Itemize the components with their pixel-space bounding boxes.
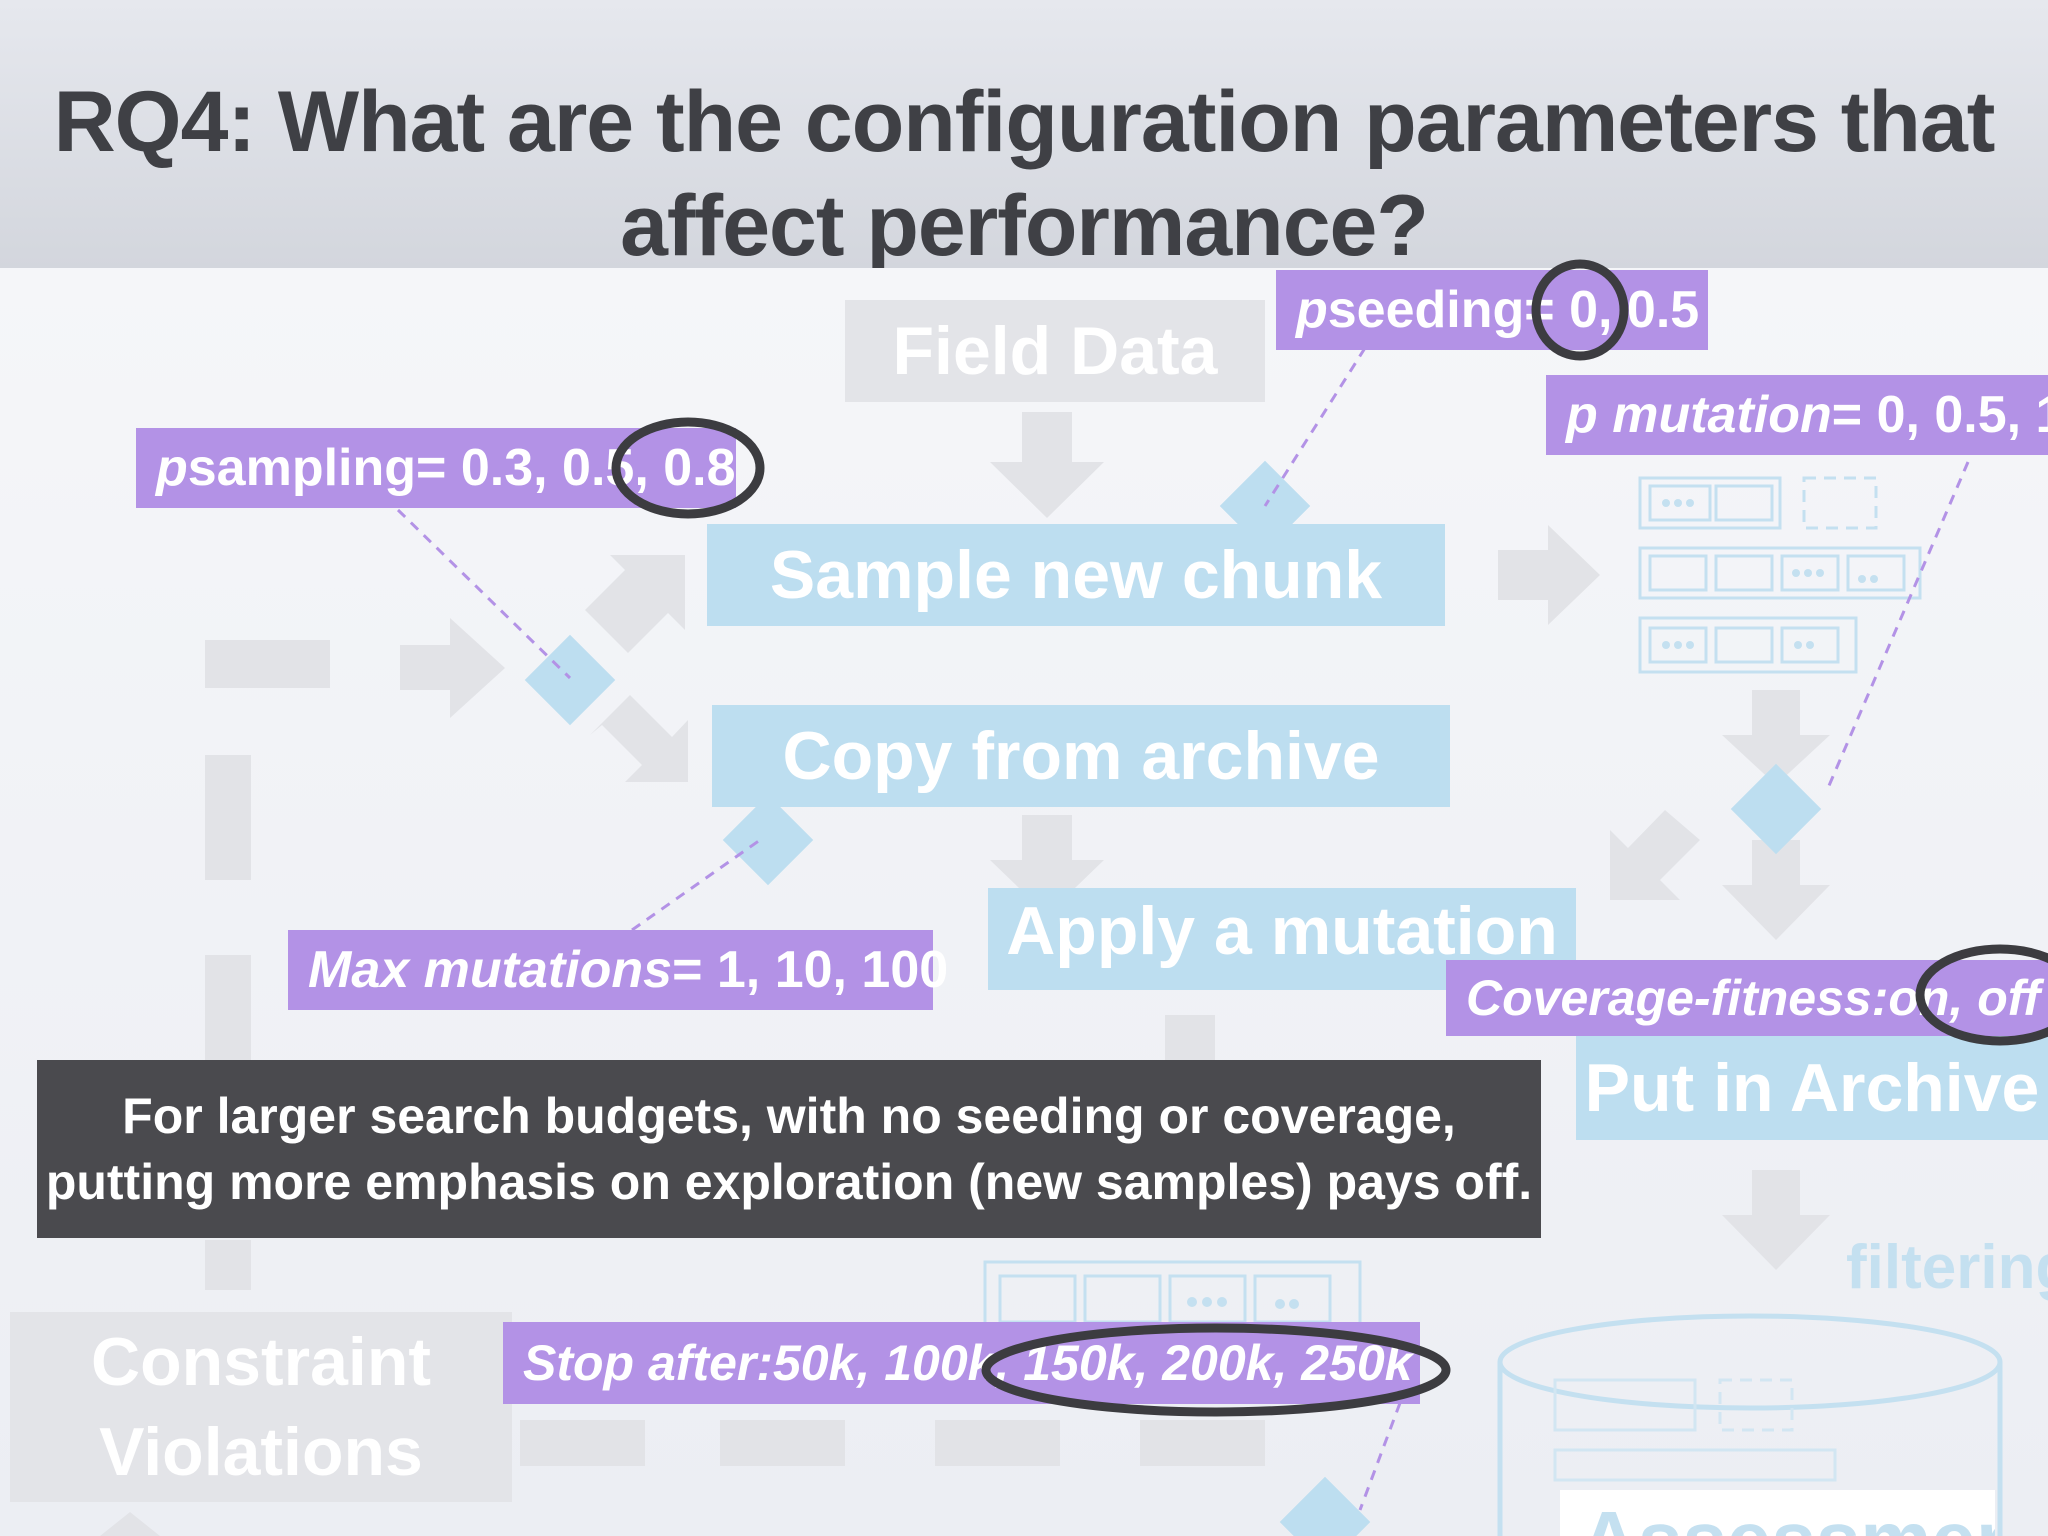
stop-after-param-name: Stop after: xyxy=(523,1335,773,1391)
constraint-violations-box: Constraint Violations xyxy=(10,1312,512,1502)
arrow-down xyxy=(990,815,1104,915)
sample-new-chunk-box: Sample new chunk xyxy=(707,524,1445,626)
put-in-archive-label: Put in Archive xyxy=(1584,1050,2040,1126)
max-mutations-param-name: Max mutations xyxy=(308,941,673,999)
field-data-box: Field Data xyxy=(845,300,1265,402)
copy-from-archive-label: Copy from archive xyxy=(782,718,1380,794)
mutation-param-label: p mutation = 0, 0.5, 1 xyxy=(1546,375,2048,455)
field-data-label: Field Data xyxy=(892,313,1218,389)
arrow-down xyxy=(1722,690,1830,785)
leader-line xyxy=(396,508,572,680)
arrow-up-right xyxy=(585,555,685,653)
leader-line xyxy=(1263,347,1367,507)
grid-dots xyxy=(1662,499,1878,649)
loop-segment xyxy=(720,1420,845,1466)
filtering-label: filtering xyxy=(1846,1233,2048,1302)
seeding-param-values: = 0, 0.5 xyxy=(1524,281,1700,339)
constraint-violations-line2: Violations xyxy=(99,1414,423,1490)
slide-title-line2: affect performance? xyxy=(620,178,1429,274)
mutation-param-values: = 0, 0.5, 1 xyxy=(1831,386,2048,444)
coverage-fitness-param-label: Coverage-fitness: on, off xyxy=(1446,960,2048,1036)
loop-segment xyxy=(1140,1420,1265,1466)
stop-after-param-label: Stop after: 50k, 100k, 150k, 200k, 250k xyxy=(503,1322,1420,1404)
slide-title: RQ4: What are the configuration paramete… xyxy=(0,70,2048,278)
arrow-up xyxy=(100,1512,160,1536)
leader-line xyxy=(631,838,761,932)
sample-new-chunk-label: Sample new chunk xyxy=(769,537,1383,613)
leader-line xyxy=(1826,461,1970,789)
highlight-ring-sampling xyxy=(611,417,765,519)
loop-segment xyxy=(205,755,251,880)
copy-from-archive-box: Copy from archive xyxy=(712,705,1450,807)
highlight-ring-stop-after xyxy=(981,1323,1451,1417)
takeaway-line2: putting more emphasis on exploration (ne… xyxy=(45,1154,1533,1210)
loop-segment xyxy=(205,955,251,1080)
sampling-param-name: sampling xyxy=(187,439,417,497)
apply-mutation-label: Apply a mutation xyxy=(1006,893,1558,969)
seeding-param-symbol: p xyxy=(1296,281,1328,339)
coverage-fitness-param-name: Coverage-fitness: xyxy=(1466,970,1889,1026)
arrow-down-right xyxy=(590,695,688,782)
sampling-param-symbol: p xyxy=(156,439,188,497)
arrow-right xyxy=(400,618,505,718)
leader-lines xyxy=(396,347,1970,1511)
max-mutations-param-values: = 1, 10, 100 xyxy=(672,941,949,999)
grid-dots xyxy=(1187,1297,1299,1309)
archive-cylinder-icon xyxy=(1497,1313,2003,1536)
decision-diamond xyxy=(1279,1476,1371,1536)
cylinder-grid xyxy=(1553,1378,1837,1482)
title-band xyxy=(0,0,2048,268)
seeding-param-name: seeding xyxy=(1327,281,1525,339)
highlight-ring-seeding xyxy=(1531,259,1629,361)
loop-segment xyxy=(1165,1015,1215,1060)
slide-title-line1: RQ4: What are the configuration paramete… xyxy=(53,74,1996,170)
archive-grid-icon xyxy=(1638,476,1922,674)
arrow-down-left xyxy=(1610,810,1700,900)
constraint-violations-line1: Constraint xyxy=(91,1324,431,1400)
loop-segment xyxy=(205,1240,251,1290)
highlight-ring-coverage xyxy=(1915,944,2048,1046)
assessment-label: Assessment xyxy=(1560,1490,1995,1536)
arrow-down xyxy=(1722,1170,1830,1270)
arrow-down xyxy=(1722,840,1830,940)
arrow-right xyxy=(1498,525,1600,625)
loop-segment xyxy=(520,1420,645,1466)
loop-segment xyxy=(935,1420,1060,1466)
takeaway-note: For larger search budgets, with no seedi… xyxy=(37,1060,1541,1238)
max-mutations-param-label: Max mutations = 1, 10, 100 xyxy=(288,930,948,1010)
leader-line xyxy=(1358,1402,1402,1511)
put-in-archive-box: Put in Archive xyxy=(1576,1036,2048,1140)
flow-arrows xyxy=(100,412,1830,1536)
sampling-param-values: = 0.3, 0.5, 0.8 xyxy=(416,439,736,497)
coverage-fitness-param-values: on, off xyxy=(1888,970,2041,1026)
takeaway-line1: For larger search budgets, with no seedi… xyxy=(122,1088,1456,1144)
seeding-param-label: p seeding = 0, 0.5 xyxy=(1276,270,1708,350)
loop-segment xyxy=(205,640,330,688)
mutation-param-name: p mutation xyxy=(1566,386,1832,444)
sampling-param-label: p sampling = 0.3, 0.5, 0.8 xyxy=(136,428,736,508)
stop-after-param-values: 50k, 100k, 150k, 200k, 250k xyxy=(773,1335,1413,1391)
arrow-down xyxy=(990,412,1104,518)
